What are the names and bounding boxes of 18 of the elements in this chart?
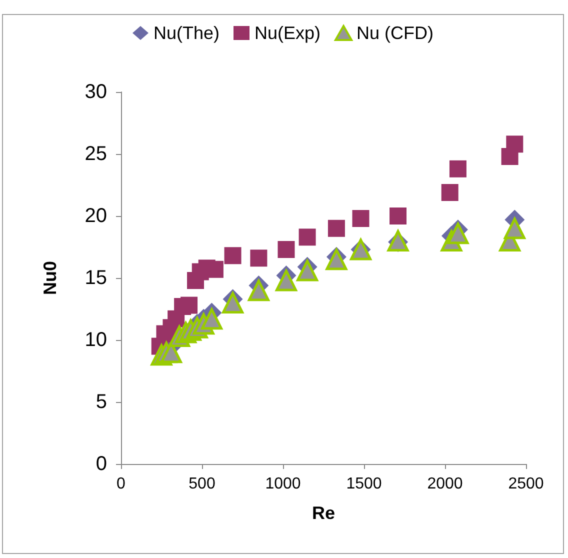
x-tick-label: 1500 [346, 476, 382, 492]
legend-label: Nu (CFD) [356, 23, 434, 43]
y-tick-label: 30 [84, 81, 107, 103]
legend-label: Nu(The) [153, 23, 220, 43]
y-tick-label: 15 [84, 267, 107, 289]
x-tick-label: 0 [116, 476, 126, 492]
legend-label: Nu(Exp) [254, 23, 321, 43]
x-tick-label: 500 [188, 476, 216, 492]
y-tick-label: 20 [84, 205, 107, 227]
y-tick-label: 0 [96, 453, 107, 475]
x-tick-label: 2000 [427, 476, 463, 492]
x-tick-label: 2500 [508, 476, 544, 492]
y-tick-label: 5 [96, 391, 107, 413]
y-tick-label: 10 [84, 329, 107, 351]
y-tick-label: 25 [84, 143, 107, 165]
y-axis-title: Nu0 [40, 260, 60, 296]
x-axis-title: Re [312, 503, 336, 523]
x-tick-label: 1000 [265, 476, 301, 492]
